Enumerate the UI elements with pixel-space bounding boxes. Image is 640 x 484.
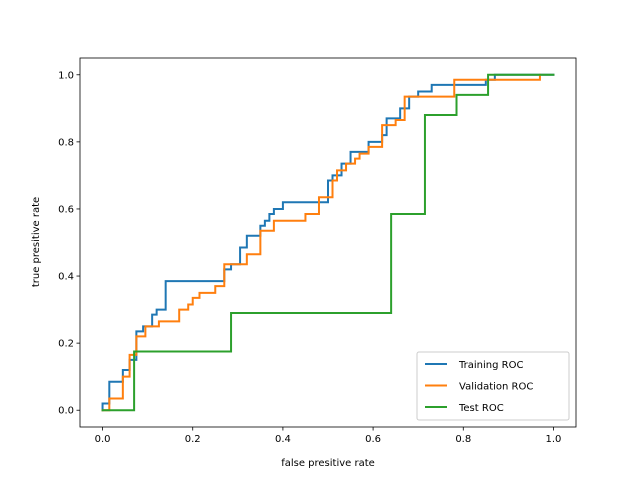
x-tick-label: 0.4 (275, 434, 291, 445)
y-axis-label: true presitive rate (31, 197, 42, 287)
series-line-test-roc (101, 73, 555, 412)
y-tick-label: 0.8 (58, 137, 74, 148)
legend-entry-label: Validation ROC (459, 382, 533, 393)
series-line-validation-roc (101, 73, 541, 412)
legend-entry-label: Test ROC (458, 403, 504, 414)
y-tick-label: 0.0 (58, 406, 74, 417)
legend-box (416, 351, 570, 421)
x-tick-label: 1.0 (546, 434, 562, 445)
y-tick-label: 0.6 (58, 204, 74, 215)
x-tick-label: 0.8 (455, 434, 471, 445)
axes: 0.0 0.2 0.4 0.6 0.8 1.0 0.0 0.2 0.4 0.6 0.8 1.0 (58, 57, 577, 445)
plot-area (101, 73, 555, 412)
x-axis-label: false presitive rate (281, 458, 375, 469)
axes-frame (79, 57, 577, 428)
legend-entry-label: Training ROC (458, 360, 523, 371)
series-line-training-roc (101, 73, 555, 412)
x-tick-label: 0.2 (185, 434, 201, 445)
y-tick-label: 0.4 (58, 272, 74, 283)
x-tick-label: 0.6 (365, 434, 381, 445)
x-tick-label: 0.0 (95, 434, 111, 445)
legend: Training ROC Validation ROC Test ROC (416, 351, 570, 421)
y-tick-label: 0.2 (58, 339, 74, 350)
y-tick-label: 1.0 (58, 70, 74, 81)
